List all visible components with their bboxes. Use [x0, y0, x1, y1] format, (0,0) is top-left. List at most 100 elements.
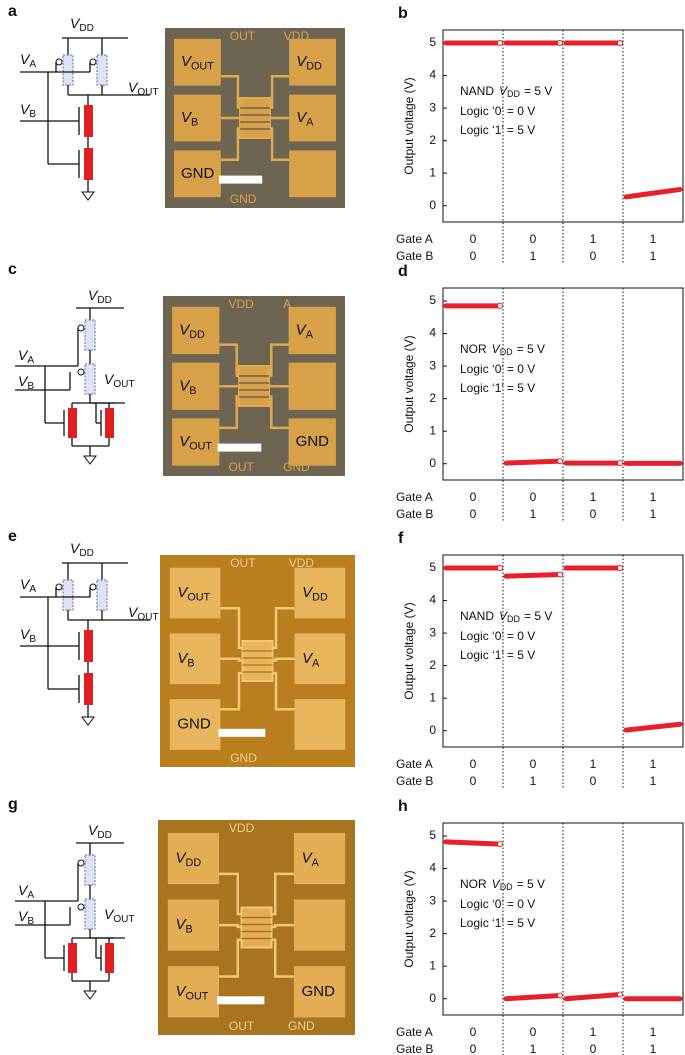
y-tick-label: 1: [429, 423, 436, 437]
annotation-value: = 5 V: [524, 84, 552, 98]
subscript: A: [306, 329, 314, 341]
p-transistor: [62, 579, 74, 611]
pad-label: VDD: [179, 321, 205, 340]
contact-pad: [294, 633, 346, 685]
pad-label: GND: [302, 983, 336, 1000]
y-tick-label: 2: [429, 391, 436, 405]
y-tick-label: 3: [429, 893, 436, 907]
vdd-label: VDD: [70, 540, 94, 559]
gate-value: 1: [590, 490, 597, 504]
vout-label: VOUT: [104, 906, 135, 925]
y-axis-label: Output voltage (V): [402, 77, 416, 174]
n-transistor: [105, 408, 114, 438]
gate-value: 1: [650, 249, 657, 263]
output-trace: [443, 839, 503, 847]
va-label: VA: [20, 576, 36, 595]
y-tick-label: 0: [429, 991, 436, 1005]
pad-marking: GND: [230, 751, 257, 765]
n-transistor: [84, 673, 93, 705]
annotation-value: = 5 V: [517, 877, 545, 891]
gate-row-label: Gate A: [396, 232, 433, 246]
symbol: V: [176, 916, 188, 933]
subscript: A: [27, 890, 34, 901]
vout-label: VOUT: [104, 371, 135, 390]
contact-pad: [294, 699, 346, 750]
gate-row-label: Gate A: [396, 490, 433, 504]
scale-bar: [219, 175, 263, 184]
symbol: V: [492, 877, 501, 891]
n-transistor: [68, 943, 77, 973]
symbol: V: [20, 576, 31, 592]
subscript: A: [29, 59, 36, 70]
y-tick-label: 1: [429, 690, 436, 704]
contact-pad: [289, 94, 336, 142]
pad-label: GND: [181, 165, 215, 182]
subscript: DD: [312, 591, 328, 603]
pad-label: VOUT: [176, 983, 209, 1002]
subscript: B: [186, 924, 193, 936]
device-channel: [241, 640, 274, 682]
y-tick-label: 2: [429, 926, 436, 940]
subscript: DD: [79, 548, 94, 559]
y-tick-label: 2: [429, 133, 436, 147]
pad-label: VA: [302, 650, 320, 669]
y-tick-label: 5: [429, 828, 436, 842]
gate-value: 0: [470, 1042, 477, 1055]
panel-label: c: [8, 261, 17, 278]
y-tick-label: 4: [429, 68, 436, 82]
contact-pad: [172, 362, 220, 410]
contact-pad: [293, 966, 346, 1018]
symbol: V: [20, 51, 31, 67]
y-tick-label: 4: [429, 861, 436, 875]
label-text: GND: [177, 715, 211, 732]
subscript: B: [191, 116, 198, 128]
contact-pad: [167, 899, 220, 951]
end-marker: [497, 302, 503, 309]
contact-pad: [172, 306, 220, 355]
y-axis-label: Output voltage (V): [402, 870, 416, 967]
symbol: V: [296, 321, 308, 338]
annotation: Logic ‘1’ = 5 V: [460, 648, 535, 662]
gate-row-label: Gate B: [396, 507, 433, 521]
pad-label: VOUT: [179, 433, 212, 452]
y-tick-label: 4: [429, 593, 436, 607]
contact-pad: [293, 899, 346, 951]
subscript: DD: [79, 23, 94, 34]
subscript: DD: [97, 295, 112, 306]
end-marker: [617, 460, 623, 467]
ground: [81, 191, 95, 201]
y-tick-label: 0: [429, 198, 436, 212]
subscript: A: [29, 584, 36, 595]
end-marker: [557, 992, 563, 999]
gate-row-label: Gate B: [396, 774, 433, 788]
subscript: B: [189, 385, 196, 397]
output-trace: [503, 992, 563, 1002]
symbol: V: [18, 882, 29, 898]
panel-label: h: [398, 798, 408, 815]
contact-pad: [167, 966, 220, 1018]
subscript: A: [312, 657, 320, 669]
va-label: VA: [18, 347, 34, 366]
annotation: Logic ‘0’ = 0 V: [460, 629, 535, 643]
pad-label: VB: [177, 650, 194, 669]
gate-value: 0: [470, 774, 477, 788]
output-trace: [563, 991, 623, 1002]
symbol: V: [20, 626, 31, 642]
gate-bubble: [55, 58, 63, 66]
gate-value: 1: [650, 232, 657, 246]
contact-pad: [169, 567, 221, 619]
symbol: V: [296, 109, 308, 126]
y-tick-label: 3: [429, 100, 436, 114]
pad-label: VOUT: [177, 584, 210, 603]
panel-label: d: [398, 263, 408, 280]
symbol: V: [176, 983, 188, 1000]
symbol: V: [179, 433, 191, 450]
p-transistor: [96, 54, 108, 86]
subscript: OUT: [113, 914, 134, 925]
symbol: V: [88, 822, 99, 838]
gate-value: 1: [650, 757, 657, 771]
gate-value: 1: [650, 774, 657, 788]
annotation: Logic ‘1’ = 5 V: [460, 381, 535, 395]
end-marker: [497, 565, 503, 572]
